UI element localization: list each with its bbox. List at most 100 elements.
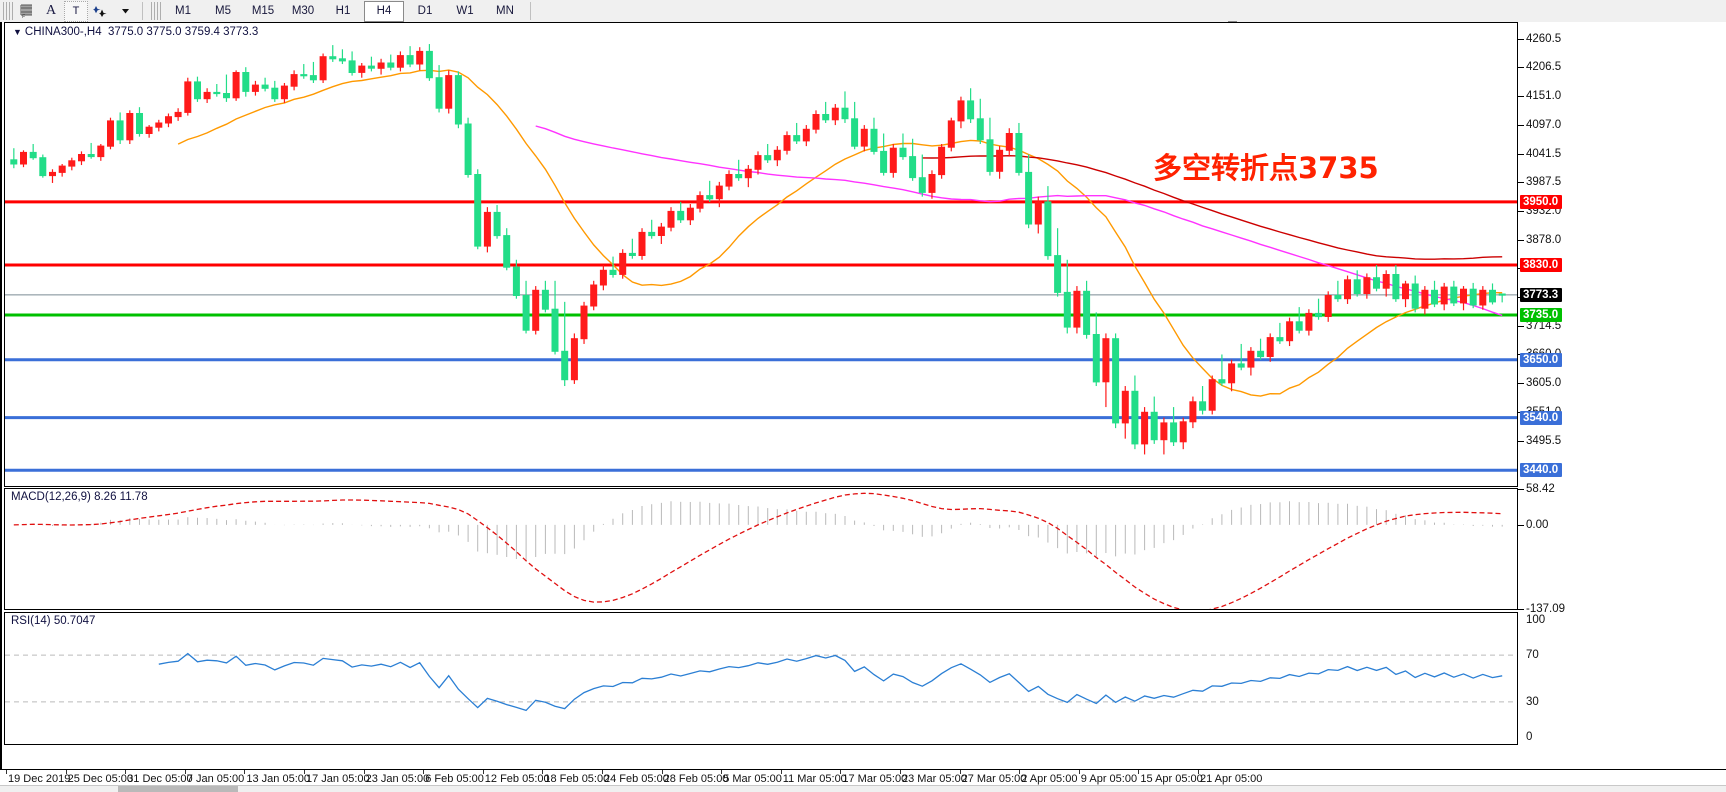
- time-axis-tick: [542, 770, 544, 774]
- time-axis-label: 11 Mar 05:00: [782, 773, 847, 785]
- time-axis-label: 7 Jan 05:00: [186, 773, 245, 785]
- macd-tick-label: -137.09: [1526, 603, 1566, 615]
- macd-tick-mark: [1518, 524, 1524, 526]
- time-axis-tick: [959, 770, 961, 774]
- time-axis-label: 17 Mar 05:00: [842, 773, 908, 785]
- price-level-badge-support[interactable]: 3540.0: [1520, 410, 1563, 425]
- price-tick-mark: [1518, 124, 1524, 126]
- timeframe-mn[interactable]: MN: [496, 5, 514, 17]
- toolbar-separator: [142, 2, 143, 20]
- bottom-scrollbar[interactable]: [0, 785, 1726, 792]
- price-tick-label: 3714.5: [1526, 319, 1562, 332]
- text-tool-icon[interactable]: A: [45, 3, 57, 18]
- price-level-badge-resistance[interactable]: 3830.0: [1520, 258, 1563, 273]
- time-axis-tick: [1138, 770, 1140, 774]
- grid-template-icon[interactable]: F: [16, 2, 38, 21]
- price-tick-label: 3878.0: [1526, 233, 1562, 246]
- text-box-icon[interactable]: T: [64, 0, 88, 22]
- price-tick-label: 4041.5: [1526, 147, 1562, 160]
- price-tick-mark: [1518, 182, 1524, 184]
- time-axis-tick: [661, 770, 663, 774]
- time-axis-label: 31 Dec 05:00: [127, 773, 193, 785]
- time-axis-label: 2 Apr 05:00: [1021, 773, 1078, 785]
- price-tick-mark: [1518, 325, 1524, 327]
- time-axis-tick: [840, 770, 842, 774]
- time-axis-label: 21 Apr 05:00: [1200, 773, 1263, 785]
- price-tick-mark: [1518, 153, 1524, 155]
- price-tick-label: 4151.0: [1526, 90, 1562, 103]
- price-tick-label: 3987.5: [1526, 176, 1562, 189]
- chevron-down-icon[interactable]: [114, 2, 136, 21]
- timeframe-m15[interactable]: M15: [251, 5, 275, 17]
- rsi-svg: [5, 652, 1517, 712]
- time-axis-tick: [423, 770, 425, 774]
- rsi-tick-label: 30: [1526, 695, 1539, 708]
- toolbar-drag-handle[interactable]: [3, 2, 13, 20]
- time-axis-tick: [482, 770, 484, 774]
- time-axis-tick: [1019, 770, 1021, 774]
- timeframe-drag-handle[interactable]: [151, 2, 161, 20]
- rsi-tick-label: 100: [1526, 614, 1546, 626]
- svg-text:F: F: [22, 14, 25, 18]
- time-axis-tick: [1078, 770, 1080, 774]
- time-axis-label: 25 Dec 05:00: [67, 773, 134, 785]
- price-candlestick-svg: [5, 44, 1517, 472]
- price-level-badge-resistance[interactable]: 3950.0: [1520, 194, 1563, 209]
- price-tick-mark: [1518, 66, 1524, 68]
- time-axis-label: 17 Jan 05:00: [306, 773, 370, 785]
- price-tick-mark: [1518, 441, 1524, 442]
- price-tick-mark: [1518, 38, 1524, 40]
- time-axis-label: 5 Mar 05:00: [723, 773, 782, 785]
- timeframe-h1[interactable]: H1: [335, 5, 351, 17]
- symbol-period-label: CHINA300-,H4: [24, 26, 102, 38]
- time-axis-tick: [363, 770, 365, 774]
- price-tick-label: 3605.0: [1526, 377, 1562, 390]
- macd-svg: [13, 492, 1503, 609]
- macd-tick-label: 0.00: [1526, 518, 1549, 531]
- timeframe-m5[interactable]: M5: [215, 5, 231, 17]
- time-axis-label: 13 Jan 05:00: [246, 773, 311, 785]
- macd-tick-label: 58.42: [1526, 483, 1555, 495]
- macd-tick-mark: [1518, 489, 1524, 490]
- price-level-badge-pivot[interactable]: 3735.0: [1520, 308, 1563, 322]
- time-axis-tick: [780, 770, 782, 774]
- price-tick-mark: [1518, 239, 1524, 241]
- time-axis-label: 28 Feb 05:00: [663, 773, 729, 785]
- time-axis-tick: [1198, 770, 1199, 774]
- time-axis-label: 23 Jan 05:00: [365, 773, 430, 785]
- time-axis-label: 9 Apr 05:00: [1080, 773, 1138, 785]
- price-chart-panel[interactable]: ▼ CHINA300-,H4 3775.0 3775.0 3759.4 3773.…: [4, 22, 1518, 487]
- timeframe-m30[interactable]: M30: [291, 5, 315, 17]
- price-tick-mark: [1518, 96, 1524, 98]
- time-axis-label: 19 Dec 2019: [8, 773, 71, 785]
- price-tick-mark: [1518, 211, 1524, 213]
- time-axis-label: 12 Feb 05:00: [484, 773, 550, 785]
- time-axis-label: 24 Feb 05:00: [604, 773, 669, 785]
- macd-panel[interactable]: MACD(12,26,9) 8.26 11.78: [4, 488, 1518, 610]
- price-tick-label: 4206.5: [1526, 60, 1562, 73]
- price-level-badge-last-price[interactable]: 3773.3: [1520, 287, 1563, 302]
- timeframe-m1[interactable]: M1: [175, 5, 191, 17]
- timeframe-w1[interactable]: W1: [456, 5, 474, 17]
- macd-indicator-label: MACD(12,26,9) 8.26 11.78: [11, 491, 148, 503]
- timeframe-d1[interactable]: D1: [417, 5, 433, 17]
- rsi-tick-label: 70: [1526, 649, 1539, 662]
- timeframe-h4[interactable]: H4: [364, 0, 404, 22]
- price-tick-label: 4260.5: [1526, 32, 1562, 45]
- scrollbar-thumb[interactable]: [118, 786, 238, 792]
- price-scale[interactable]: 4260.5 4206.5 4151.0 4097.0 4041.5 3987.5 3932…: [1518, 22, 1726, 769]
- instrument-header[interactable]: ▼ CHINA300-,H4 3775.0 3775.0 3759.4 3773.…: [13, 26, 258, 38]
- time-axis-tick: [304, 770, 305, 774]
- time-axis-tick: [65, 770, 67, 774]
- time-axis-tick: [721, 770, 723, 774]
- chart-annotation-text: 多空转折点3735: [1153, 151, 1379, 185]
- price-level-badge-support[interactable]: 3440.0: [1520, 463, 1563, 478]
- price-tick-label: 4097.0: [1526, 118, 1562, 131]
- time-axis-tick: [125, 770, 127, 774]
- objects-icon[interactable]: [90, 2, 112, 21]
- time-axis-label: 6 Feb 05:00: [425, 773, 484, 785]
- rsi-panel[interactable]: RSI(14) 50.7047: [4, 612, 1518, 745]
- price-level-badge-support[interactable]: 3650.0: [1520, 352, 1563, 367]
- chart-frame: ▼ CHINA300-,H4 3775.0 3775.0 3759.4 3773.…: [0, 21, 1726, 769]
- collapse-triangle-icon[interactable]: ▼: [13, 27, 22, 37]
